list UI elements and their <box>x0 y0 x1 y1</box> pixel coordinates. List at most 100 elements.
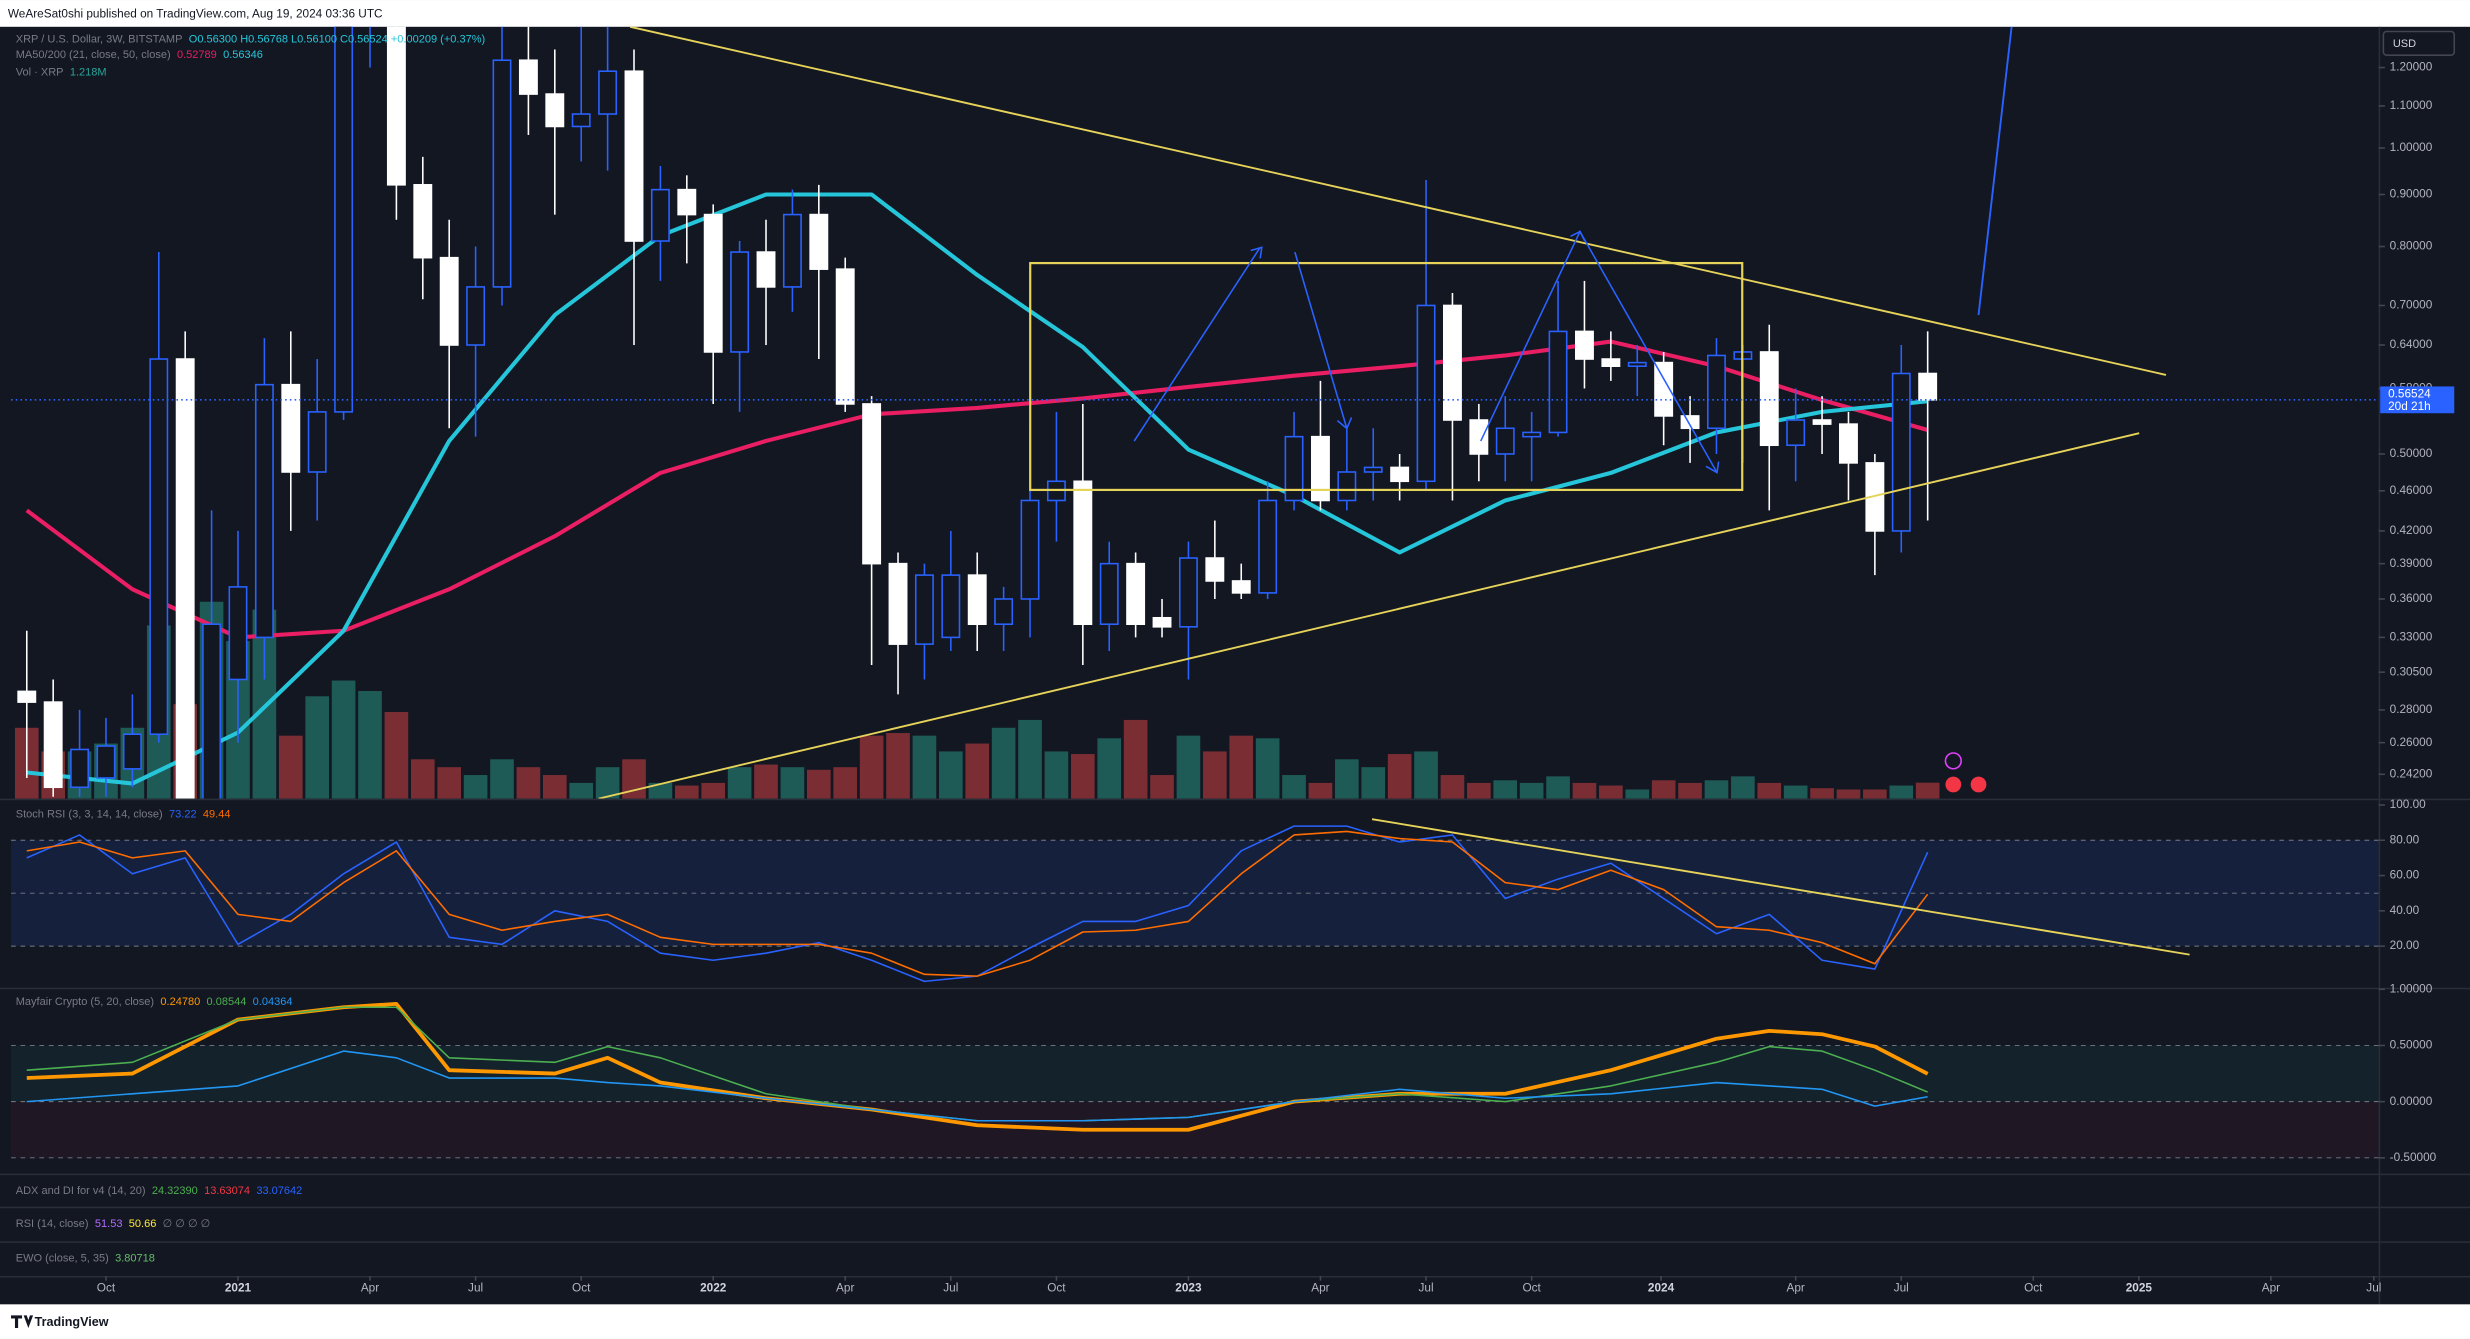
candle-body <box>43 701 63 789</box>
y-tick-label: 100.00 <box>2390 797 2427 811</box>
candle-body <box>1363 466 1383 473</box>
volume-bar <box>1282 775 1306 799</box>
y-tick-label: 0.24200 <box>2390 766 2433 780</box>
y-tick-label: 0.50000 <box>2390 446 2433 460</box>
volume-bar <box>490 759 514 799</box>
candle-body <box>1601 358 1621 367</box>
candle-body <box>1099 562 1119 626</box>
candle-body <box>703 213 723 353</box>
candle-body <box>624 70 644 242</box>
candle-body <box>545 93 565 128</box>
x-tick-label: 2025 <box>2126 1281 2153 1295</box>
candle-body <box>862 403 882 565</box>
volume-bar <box>727 767 752 799</box>
volume-bar <box>1203 751 1227 799</box>
candle-body <box>1152 616 1172 628</box>
legend-value: 13.63074 <box>204 1185 250 1197</box>
y-tick-label: 0.42000 <box>2390 523 2433 537</box>
volume-bar <box>648 782 673 799</box>
y-tick-label: 1.00000 <box>2390 140 2433 154</box>
arrowhead <box>1250 246 1263 259</box>
legend-title: Mayfair Crypto (5, 20, close) <box>16 996 154 1008</box>
candle-body <box>70 748 90 789</box>
y-tick-label: 0.00000 <box>2390 1094 2433 1108</box>
candle-body <box>650 188 670 242</box>
candle-body <box>334 26 354 413</box>
volume-bar <box>1493 780 1518 799</box>
legend-ma: MA50/200 (21, close, 50, close) 0.52789 0.… <box>16 49 263 61</box>
stoch-trend-line <box>1371 818 2190 956</box>
volume-bar <box>833 767 858 799</box>
candle-body <box>809 213 829 270</box>
volume-bar <box>1625 789 1650 799</box>
volume-bar <box>516 767 541 799</box>
candle-body <box>202 623 222 799</box>
y-tick-label: 0.50000 <box>2390 1038 2433 1052</box>
candle-body <box>1707 354 1726 430</box>
volume-bar <box>358 691 382 799</box>
volume-bar <box>754 764 778 799</box>
volume-bar <box>859 735 884 799</box>
volume-bar <box>1704 780 1729 799</box>
candle-body <box>914 574 934 645</box>
volume-bar <box>1229 735 1254 799</box>
candle-body <box>1231 580 1251 594</box>
candle-body <box>1548 330 1568 434</box>
arrow <box>1133 246 1261 442</box>
arrow <box>1294 251 1348 429</box>
legend-ohlc: O0.56300 H0.56768 L0.56100 C0.56524 +0.0… <box>189 33 485 45</box>
x-tick-label: 2023 <box>1175 1281 1202 1295</box>
candle-body <box>1205 557 1225 582</box>
volume-bar <box>939 751 963 799</box>
candle-body <box>1654 361 1674 417</box>
legend-title: ADX and DI for v4 (14, 20) <box>16 1185 146 1197</box>
volume-bar <box>1546 776 1570 799</box>
candle-body <box>994 598 1014 626</box>
x-tick-label: Apr <box>2262 1281 2280 1295</box>
volume-bar <box>912 735 937 799</box>
legend-volume: Vol · XRP 1.218M <box>16 66 107 78</box>
volume-bar <box>1731 776 1755 799</box>
volume-bar <box>1150 775 1174 799</box>
x-tick-label: Oct <box>2024 1281 2043 1295</box>
candle-body <box>1390 466 1410 483</box>
volume-bar <box>1018 719 1042 799</box>
volume-bar <box>1836 789 1861 799</box>
x-tick-label: Apr <box>1311 1281 1329 1295</box>
legend-main: XRP / U.S. Dollar, 3W, BITSTAMP O0.56300 … <box>16 33 485 45</box>
legend-value: 0.24780 <box>160 996 200 1008</box>
arrowhead <box>1336 417 1353 430</box>
candle-body <box>1126 562 1146 626</box>
volume-bar <box>1651 780 1676 799</box>
legend-value: 33.07642 <box>256 1185 302 1197</box>
candle-body <box>518 59 538 95</box>
y-tick-label: 80.00 <box>2390 832 2420 846</box>
x-tick-label: Jul <box>2366 1281 2381 1295</box>
x-tick-label: Jul <box>468 1281 483 1295</box>
plot <box>11 26 2379 1159</box>
candle-body <box>413 184 433 259</box>
legend-title: MA50/200 (21, close, 50, close) <box>16 49 171 61</box>
candle-body <box>1627 361 1647 367</box>
y-tick-label: 0.26000 <box>2390 735 2433 749</box>
legend-value: 24.32390 <box>152 1185 198 1197</box>
legend-value: 0.56346 <box>223 49 263 61</box>
volume-bar <box>780 767 805 799</box>
volume-bar <box>1519 782 1544 799</box>
volume-bar <box>1467 782 1491 799</box>
y-tick-label: 0.90000 <box>2390 187 2433 201</box>
candle-body <box>1522 431 1542 438</box>
candle-body <box>1575 330 1594 360</box>
y-tick-label: 40.00 <box>2390 903 2420 917</box>
volume-bar <box>965 743 990 799</box>
range-box <box>1029 261 1744 492</box>
candle-body <box>466 286 486 346</box>
legend-indicator: RSI (14, close) 51.53 50.66 ∅ ∅ ∅ ∅ <box>16 1218 210 1230</box>
x-tick-label: Apr <box>361 1281 379 1295</box>
y-tick-label: 1.20000 <box>2390 60 2433 74</box>
legend-value: ∅ ∅ ∅ ∅ <box>163 1218 211 1230</box>
volume-bar <box>595 767 620 799</box>
volume-bar <box>410 759 435 799</box>
indicator-pane <box>11 825 2379 983</box>
x-tick-label: Oct <box>97 1281 116 1295</box>
